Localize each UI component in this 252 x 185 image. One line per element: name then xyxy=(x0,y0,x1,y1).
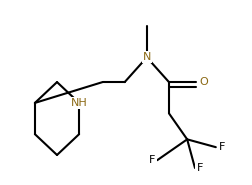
Text: F: F xyxy=(219,142,226,152)
Text: NH: NH xyxy=(71,98,87,108)
Text: F: F xyxy=(197,163,203,173)
Text: F: F xyxy=(149,155,156,165)
Text: N: N xyxy=(143,52,151,62)
Text: O: O xyxy=(199,77,208,87)
